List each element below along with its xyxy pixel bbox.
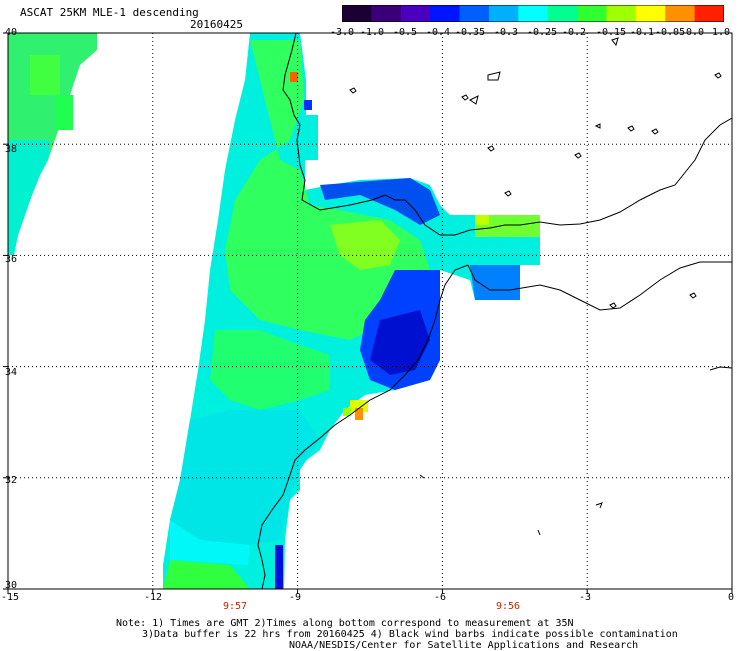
- colorbar-swatch: [342, 5, 372, 22]
- swath-green-3: [210, 330, 330, 410]
- swath-blue-dark: [370, 310, 430, 375]
- swath-blue-east: [470, 265, 520, 300]
- ascat-swath: [8, 33, 540, 589]
- x-label-0: 0: [728, 592, 735, 603]
- time-label-1: 9:57: [223, 601, 248, 612]
- colorbar-swatch: [606, 5, 637, 22]
- coast-line: [487, 71, 501, 81]
- x-label-3w: -3: [579, 592, 592, 603]
- y-label-38: 38: [5, 144, 18, 155]
- island: [461, 94, 469, 101]
- colorbar-swatch: [488, 5, 519, 22]
- x-label-12w: -12: [144, 592, 163, 603]
- swath-cell: [55, 95, 73, 130]
- colorbar-swatch: [400, 5, 431, 22]
- swath-cell: [290, 72, 298, 82]
- coast-line: [419, 474, 425, 479]
- x-label-9w: -9: [289, 592, 302, 603]
- footer-note-2: 3)Data buffer is 22 hrs from 20160425 4)…: [142, 629, 678, 640]
- island: [487, 145, 495, 152]
- map-title: ASCAT 25KM MLE-1 descending: [20, 6, 199, 19]
- y-label-32: 32: [5, 475, 18, 486]
- swath-green-2: [330, 220, 400, 270]
- swath-cell: [30, 55, 60, 95]
- colorbar-swatch: [665, 5, 696, 22]
- coast-line: [282, 33, 541, 236]
- coast-line: [709, 366, 732, 371]
- colorbar-swatch: [635, 5, 666, 22]
- island: [504, 190, 512, 197]
- coast-line: [537, 529, 541, 536]
- swath-cell: [304, 100, 312, 110]
- swath-cell: [350, 400, 368, 412]
- colorbar-swatch: [459, 5, 490, 22]
- map-date: 20160425: [190, 18, 243, 31]
- y-label-34: 34: [5, 367, 18, 378]
- island: [609, 302, 617, 309]
- island: [627, 125, 635, 132]
- colorbar-swatch: [577, 5, 607, 22]
- island: [651, 128, 659, 135]
- swath-cell: [355, 408, 363, 420]
- island: [349, 87, 357, 94]
- y-label-40: 40: [5, 27, 18, 38]
- y-label-36: 36: [5, 254, 18, 265]
- swath-cyan-2: [170, 520, 250, 565]
- coast-line: [539, 117, 732, 226]
- colorbar-swatch: [694, 5, 724, 22]
- map-frame: [7, 32, 733, 590]
- coast-line: [611, 37, 619, 47]
- swath-cell: [343, 408, 351, 416]
- y-label-30: 30: [5, 580, 18, 591]
- lat-lon-grid: [3, 32, 733, 594]
- swath-left-edge: [8, 140, 50, 255]
- colorbar: [342, 5, 724, 22]
- swath-cell: [475, 215, 489, 225]
- x-label-15w: -15: [1, 592, 20, 603]
- coast-line: [469, 95, 479, 105]
- colorbar-swatch: [371, 5, 402, 22]
- x-label-6w: -6: [434, 592, 447, 603]
- swath-cell: [275, 545, 283, 589]
- coastline: [257, 33, 732, 589]
- footer-note-1: Note: 1) Times are GMT 2)Times along bot…: [116, 618, 574, 629]
- colorbar-swatch: [518, 5, 549, 22]
- island: [574, 152, 582, 159]
- coast-line: [595, 502, 603, 509]
- swath-cell: [475, 215, 540, 237]
- coast-line: [594, 123, 601, 129]
- coast-line: [257, 264, 469, 589]
- colorbar-swatch: [547, 5, 578, 22]
- island: [689, 292, 697, 299]
- footer-note-3: NOAA/NESDIS/Center for Satellite Applica…: [289, 640, 639, 651]
- swath-blue-north: [320, 178, 440, 225]
- swath-green-4: [163, 560, 250, 589]
- time-label-2: 9:56: [496, 601, 521, 612]
- coast-line: [467, 261, 732, 311]
- island: [714, 72, 722, 79]
- colorbar-swatch: [430, 5, 461, 22]
